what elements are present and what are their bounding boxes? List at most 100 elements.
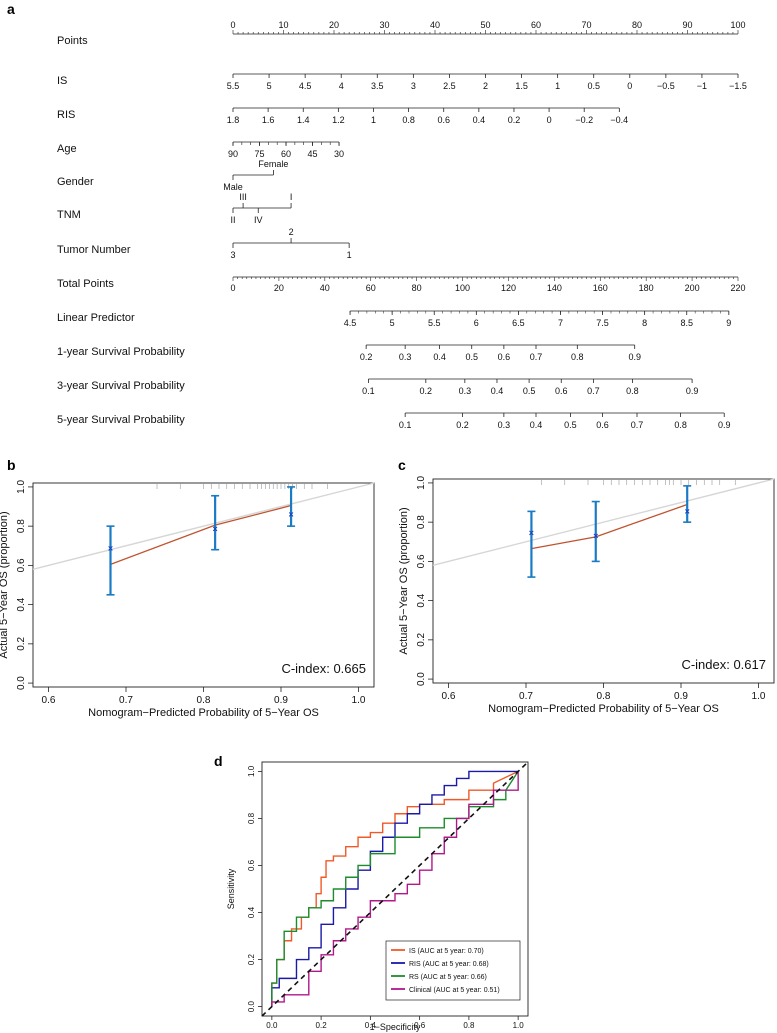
- tick-label-s1: 0.6: [498, 352, 511, 362]
- x-tick-label: 0.0: [266, 1021, 278, 1030]
- tick-label-total: 180: [639, 283, 654, 293]
- nomogram-row-label-tumor: Tumor Number: [57, 244, 131, 256]
- x-tick-label: 0.8: [197, 695, 211, 706]
- tick-label-s3: 0.7: [587, 386, 600, 396]
- tick-label-points: 20: [329, 20, 339, 30]
- tick-label-points: 0: [230, 20, 235, 30]
- legend-box: [385, 940, 521, 1001]
- tick-label-age: 75: [255, 149, 265, 159]
- level-label-tumor: 1: [347, 250, 352, 260]
- tick-label-total: 80: [412, 283, 422, 293]
- level-label-tnm: III: [239, 192, 247, 202]
- x-tick-label: 0.6: [442, 691, 456, 702]
- x-tick-label: 0.7: [119, 695, 133, 706]
- tick-label-total: 140: [547, 283, 562, 293]
- tick-label-s1: 0.4: [433, 352, 446, 362]
- tick-label-is: 5: [267, 81, 272, 91]
- x-tick-label: 1.0: [752, 691, 766, 702]
- x-tick-label: 1.0: [513, 1021, 525, 1030]
- tick-label-points: 30: [379, 20, 389, 30]
- ideal-line: [432, 478, 775, 566]
- y-tick-label: 0.4: [247, 906, 256, 918]
- tick-label-is: 4.5: [299, 81, 312, 91]
- c-index-label: C-index: 0.665: [281, 661, 366, 676]
- tick-label-s5: 0.1: [399, 420, 412, 430]
- tick-label-is: 2.5: [443, 81, 456, 91]
- y-axis-title: Sensitivity: [226, 868, 236, 909]
- roc-plot: 0.0 0.2 0.4 0.6 0.8 1.0 0.0 0.2 0.4 0.6 0.8 1.0 1−Sp…: [226, 761, 529, 1032]
- tick-label-total: 60: [366, 283, 376, 293]
- tick-label-points: 90: [682, 20, 692, 30]
- tick-label-lp: 5.5: [428, 318, 441, 328]
- nomogram-row-label-age: Age: [57, 143, 77, 155]
- x-tick-label: 0.7: [519, 691, 533, 702]
- tick-label-ris: −0.2: [575, 115, 593, 125]
- observed-point: ×: [529, 528, 534, 538]
- tick-label-s5: 0.5: [564, 420, 577, 430]
- legend-label: IS (AUC at 5 year: 0.70): [409, 948, 484, 955]
- level-label-tumor: 3: [230, 250, 235, 260]
- tick-label-s5: 0.3: [498, 420, 511, 430]
- y-tick-label: 0.2: [16, 636, 27, 650]
- tick-label-s5: 0.8: [674, 420, 687, 430]
- tick-label-s3: 0.3: [459, 386, 472, 396]
- tick-label-points: 40: [430, 20, 440, 30]
- observed-point: ×: [288, 509, 293, 519]
- tick-label-points: 10: [278, 20, 288, 30]
- y-tick-label: 0.4: [416, 593, 427, 607]
- tick-label-age: 60: [281, 149, 291, 159]
- x-axis-title: Nomogram−Predicted Probability of 5−Year…: [488, 703, 719, 715]
- tick-label-ris: 1.8: [227, 115, 240, 125]
- apparent-calibration-line: [110, 504, 292, 566]
- nomogram-row-label-points: Points: [57, 35, 88, 47]
- tick-label-lp: 9: [726, 318, 731, 328]
- y-tick-label: 1.0: [16, 480, 27, 494]
- tick-label-age: 45: [308, 149, 318, 159]
- x-tick-label: 0.9: [674, 691, 688, 702]
- y-axis-title: Actual 5−Year OS (proportion): [398, 507, 410, 654]
- ideal-line: [32, 482, 375, 570]
- tick-label-ris: 0: [547, 115, 552, 125]
- panel-label-d: d: [214, 753, 223, 769]
- tick-label-ris: 0.4: [473, 115, 486, 125]
- tick-label-is: −1.5: [729, 81, 747, 91]
- tick-label-s1: 0.3: [399, 352, 412, 362]
- tick-label-lp: 6.5: [512, 318, 525, 328]
- tick-label-lp: 5: [390, 318, 395, 328]
- tick-label-ris: 0.8: [402, 115, 415, 125]
- tick-label-ris: −0.4: [610, 115, 628, 125]
- panel-label-a: a: [7, 1, 15, 17]
- plot-frame: [432, 478, 775, 684]
- observed-point: ×: [685, 506, 690, 516]
- tick-label-total: 0: [230, 283, 235, 293]
- nomogram-row-label-ris: RIS: [57, 109, 75, 121]
- legend-label: RS (AUC at 5 year: 0.66): [409, 974, 487, 981]
- plot-frame: [261, 761, 529, 1017]
- x-tick-label: 0.2: [316, 1021, 328, 1030]
- tick-label-s5: 0.7: [631, 420, 644, 430]
- tick-label-s5: 0.2: [456, 420, 469, 430]
- tick-label-ris: 1.2: [332, 115, 345, 125]
- y-tick-label: 0.8: [247, 812, 256, 824]
- tick-label-total: 220: [730, 283, 745, 293]
- tick-label-total: 20: [274, 283, 284, 293]
- roc-curve-ris: [271, 770, 519, 1007]
- observed-point: ×: [212, 524, 217, 534]
- tick-label-is: 3.5: [371, 81, 384, 91]
- y-tick-label: 0.8: [16, 519, 27, 533]
- panel-label-b: b: [7, 457, 16, 473]
- tick-label-is: 0: [627, 81, 632, 91]
- nomogram-row-label-total: Total Points: [57, 278, 114, 290]
- legend-label: RIS (AUC at 5 year: 0.68): [409, 961, 489, 968]
- tick-label-is: 5.5: [227, 81, 240, 91]
- y-tick-label: 1.0: [247, 765, 256, 777]
- y-tick-label: 0.0: [16, 676, 27, 690]
- x-tick-label: 1.0: [352, 695, 366, 706]
- apparent-calibration-line: [531, 503, 688, 550]
- tick-label-points: 50: [480, 20, 490, 30]
- level-label-tnm: I: [290, 192, 293, 202]
- level-label-tnm: II: [230, 215, 235, 225]
- tick-label-is: 0.5: [587, 81, 600, 91]
- tick-label-lp: 6: [474, 318, 479, 328]
